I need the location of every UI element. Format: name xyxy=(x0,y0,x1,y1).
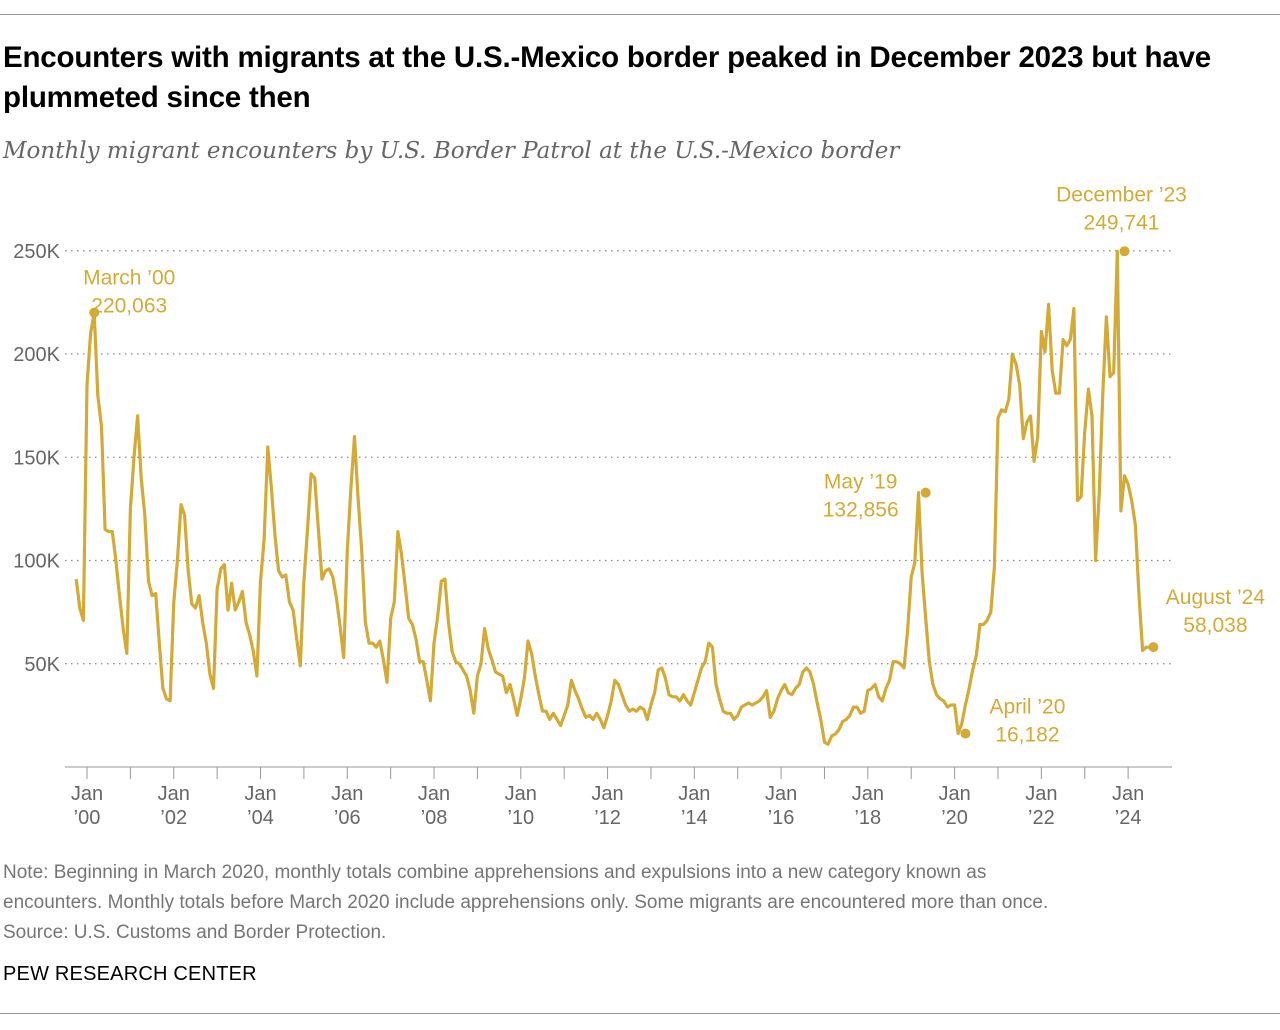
annotation-value: 220,063 xyxy=(91,295,167,318)
note-line-2: encounters. Monthly totals before March … xyxy=(3,892,1049,913)
x-tick-label-year: ’20 xyxy=(941,807,968,829)
x-tick-label-month: Jan xyxy=(591,783,623,805)
x-tick-label-month: Jan xyxy=(418,783,450,805)
y-tick-label: 150K xyxy=(13,447,60,469)
annotation-dot xyxy=(960,728,971,739)
x-tick-label-year: ’24 xyxy=(1115,807,1142,829)
x-tick-label-month: Jan xyxy=(331,783,363,805)
x-tick-label-month: Jan xyxy=(1025,783,1057,805)
source-line: Source: U.S. Customs and Border Protecti… xyxy=(3,922,387,943)
y-tick-label: 250K xyxy=(13,241,60,263)
annotation-dot xyxy=(1148,642,1159,653)
annotation-value: 58,038 xyxy=(1183,614,1247,637)
x-tick-label-year: ’02 xyxy=(160,807,187,829)
x-tick-label-month: Jan xyxy=(938,783,970,805)
x-tick-label-year: ’14 xyxy=(681,807,708,829)
chart-subtitle: Monthly migrant encounters by U.S. Borde… xyxy=(3,138,900,164)
x-tick-label-month: Jan xyxy=(1112,783,1144,805)
x-tick-label-year: ’04 xyxy=(247,807,274,829)
y-tick-label: 100K xyxy=(13,551,60,573)
x-tick-label-month: Jan xyxy=(505,783,537,805)
x-axis: Jan’00Jan’02Jan’04Jan’06Jan’08Jan’10Jan’… xyxy=(65,766,1172,829)
x-tick-label-month: Jan xyxy=(852,783,884,805)
x-tick-label-year: ’00 xyxy=(74,807,101,829)
x-tick-label-month: Jan xyxy=(765,783,797,805)
annotation-label: April ’20 xyxy=(990,696,1066,719)
y-tick-label: 200K xyxy=(13,344,60,366)
x-tick-label-year: ’16 xyxy=(768,807,795,829)
x-tick-label-year: ’08 xyxy=(421,807,448,829)
chart-title: Encounters with migrants at the U.S.-Mex… xyxy=(3,41,1211,114)
x-tick-label-year: ’12 xyxy=(594,807,621,829)
y-axis: 50K 100K 150K 200K 250K xyxy=(13,241,60,676)
gridlines xyxy=(65,250,1172,665)
annotation-label: December ’23 xyxy=(1056,183,1187,206)
annotations: March ’00 220,063 May ’19 132,856 April ’20 1… xyxy=(83,183,1265,746)
bottom-rule xyxy=(0,1013,1280,1014)
brand-logo-text: PEW RESEARCH CENTER xyxy=(3,963,257,985)
x-tick-label-month: Jan xyxy=(678,783,710,805)
y-tick-label: 50K xyxy=(24,654,60,676)
annotation-label: March ’00 xyxy=(83,267,175,290)
top-rule xyxy=(0,14,1280,15)
note-line-1: Note: Beginning in March 2020, monthly t… xyxy=(3,862,987,883)
annotation-label: August ’24 xyxy=(1166,586,1266,609)
annotation-dot xyxy=(920,487,931,498)
x-tick-label-year: ’06 xyxy=(334,807,361,829)
series-line xyxy=(74,249,1154,746)
annotation-value: 132,856 xyxy=(823,499,899,522)
note: Note: Beginning in March 2020, monthly t… xyxy=(3,858,1278,948)
x-tick-label-month: Jan xyxy=(71,783,103,805)
annotation-value: 16,182 xyxy=(995,724,1059,747)
annotation-dot xyxy=(1119,246,1130,257)
x-tick-label-month: Jan xyxy=(244,783,276,805)
x-tick-label-year: ’10 xyxy=(507,807,534,829)
x-tick-label-year: ’22 xyxy=(1028,807,1055,829)
x-tick-label-year: ’18 xyxy=(854,807,881,829)
x-tick-label-month: Jan xyxy=(158,783,190,805)
annotation-value: 249,741 xyxy=(1084,211,1160,234)
annotation-dot xyxy=(89,307,100,318)
annotation-label: May ’19 xyxy=(824,471,898,494)
